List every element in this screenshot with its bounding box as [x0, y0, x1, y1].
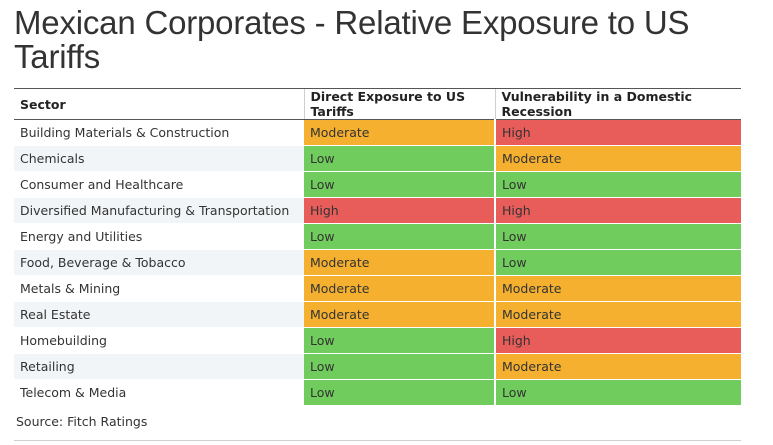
- table-row: Real Estate Moderate Moderate: [14, 301, 741, 328]
- direct-exposure-cell: Moderate: [304, 249, 495, 276]
- direct-exposure-cell: Low: [304, 171, 495, 198]
- source-note: Source: Fitch Ratings: [16, 414, 148, 429]
- column-header-direct-exposure: Direct Exposure to US Tariffs: [303, 88, 495, 120]
- page-title: Mexican Corporates - Relative Exposure t…: [14, 4, 690, 75]
- direct-exposure-cell: Low: [304, 145, 495, 172]
- table-row: Telecom & Media Low Low: [14, 379, 741, 406]
- sector-cell: Real Estate: [14, 301, 304, 328]
- sector-cell: Metals & Mining: [14, 275, 304, 302]
- sector-cell: Energy and Utilities: [14, 223, 304, 250]
- direct-exposure-cell: Moderate: [304, 275, 495, 302]
- table-row: Homebuilding Low High: [14, 327, 741, 354]
- vulnerability-cell: Moderate: [494, 275, 741, 302]
- direct-exposure-cell: Moderate: [304, 119, 495, 146]
- vulnerability-cell: Low: [494, 223, 741, 250]
- sector-cell: Chemicals: [14, 145, 304, 172]
- table-row: Food, Beverage & Tobacco Moderate Low: [14, 249, 741, 276]
- table-body: Building Materials & Construction Moderat…: [14, 119, 741, 406]
- vulnerability-cell: Low: [494, 249, 741, 276]
- vulnerability-cell: Moderate: [494, 301, 741, 328]
- vulnerability-cell: Moderate: [494, 353, 741, 380]
- vulnerability-cell: Moderate: [494, 145, 741, 172]
- direct-exposure-cell: Moderate: [304, 301, 495, 328]
- table-row: Metals & Mining Moderate Moderate: [14, 275, 741, 302]
- vulnerability-cell: Low: [494, 379, 741, 406]
- direct-exposure-cell: Low: [304, 379, 495, 406]
- table-row: Energy and Utilities Low Low: [14, 223, 741, 250]
- direct-exposure-cell: High: [304, 197, 495, 224]
- sector-cell: Retailing: [14, 353, 304, 380]
- sector-cell: Diversified Manufacturing & Transportati…: [14, 197, 304, 224]
- sector-cell: Food, Beverage & Tobacco: [14, 249, 304, 276]
- table-row: Consumer and Healthcare Low Low: [14, 171, 741, 198]
- sector-cell: Building Materials & Construction: [14, 119, 304, 146]
- vulnerability-cell: High: [494, 119, 741, 146]
- table-row: Retailing Low Moderate: [14, 353, 741, 380]
- direct-exposure-cell: Low: [304, 223, 495, 250]
- vulnerability-cell: Low: [494, 171, 741, 198]
- column-header-sector: Sector: [14, 88, 304, 120]
- table-row: Chemicals Low Moderate: [14, 145, 741, 172]
- exposure-table: Sector Direct Exposure to US Tariffs Vul…: [14, 88, 741, 406]
- column-header-vulnerability: Vulnerability in a Domestic Recession: [494, 88, 741, 120]
- bottom-divider: [14, 440, 741, 441]
- table-row: Diversified Manufacturing & Transportati…: [14, 197, 741, 224]
- vulnerability-cell: High: [494, 327, 741, 354]
- table-row: Building Materials & Construction Moderat…: [14, 119, 741, 146]
- sector-cell: Homebuilding: [14, 327, 304, 354]
- direct-exposure-cell: Low: [304, 327, 495, 354]
- table-header-row: Sector Direct Exposure to US Tariffs Vul…: [14, 88, 741, 120]
- vulnerability-cell: High: [494, 197, 741, 224]
- sector-cell: Consumer and Healthcare: [14, 171, 304, 198]
- direct-exposure-cell: Low: [304, 353, 495, 380]
- sector-cell: Telecom & Media: [14, 379, 304, 406]
